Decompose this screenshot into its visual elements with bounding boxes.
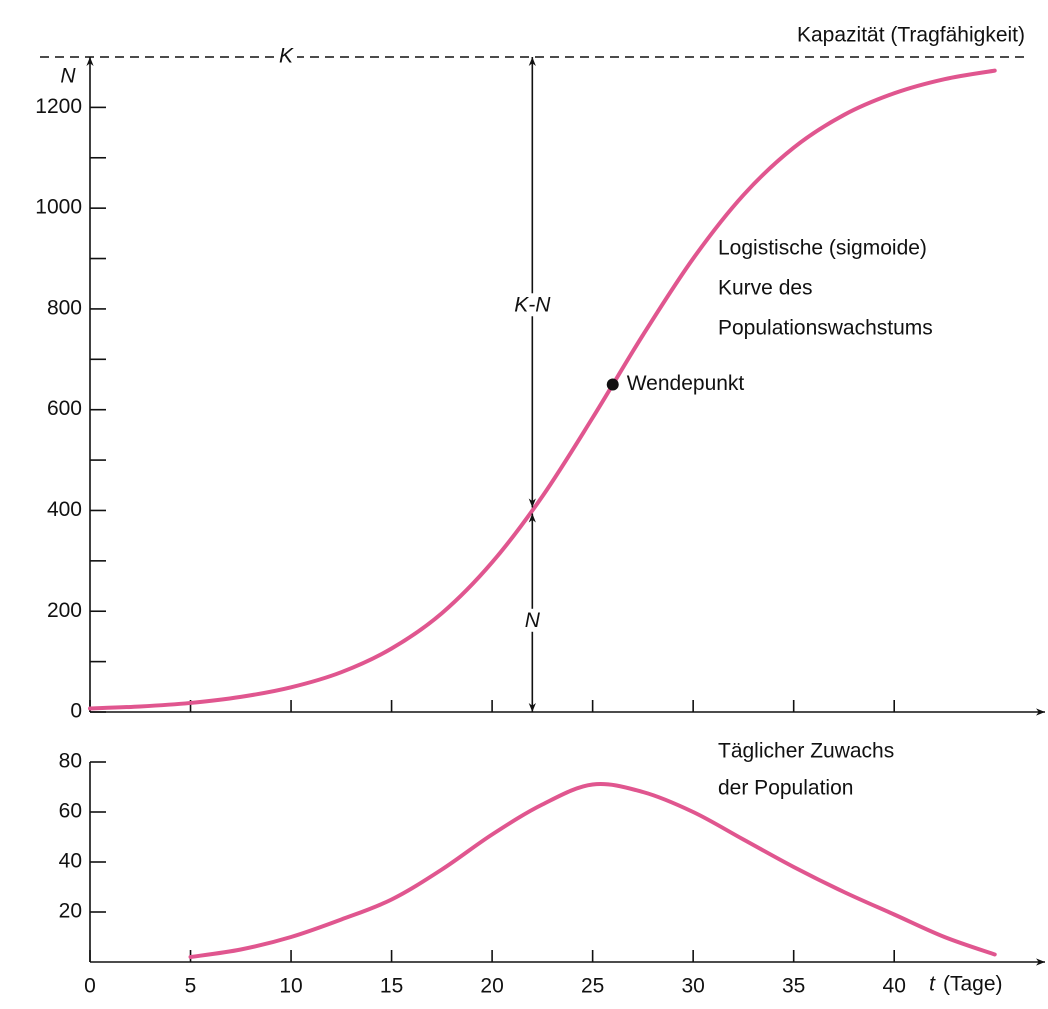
y-tick-label: 1200 (35, 95, 82, 118)
x-tick-label: 25 (581, 975, 604, 998)
y-axis-label: N (60, 65, 76, 88)
x-tick-label: 30 (681, 975, 704, 998)
x-tick-label: 15 (380, 975, 403, 998)
curve (188, 782, 997, 959)
y-tick-label: 1000 (35, 196, 82, 219)
x-tick-label: 10 (279, 975, 302, 998)
y-tick-label: 400 (47, 498, 82, 521)
x-tick-label: 20 (480, 975, 503, 998)
curve-label: der Population (718, 777, 853, 800)
y-tick-label: 0 (70, 700, 82, 723)
y-tick-label: 600 (47, 397, 82, 420)
y-tick-label: 800 (47, 296, 82, 319)
k-minus-n-label: K-N (514, 293, 551, 316)
curve-label: Täglicher Zuwachs (718, 740, 894, 763)
y-tick-label: 200 (47, 599, 82, 622)
curve (88, 68, 997, 711)
inflection-point (606, 378, 619, 391)
capacity-note: Kapazität (Tragfähigkeit) (797, 24, 1025, 47)
x-tick-label: 40 (883, 975, 906, 998)
x-axis-label: (Tage) (943, 973, 1003, 996)
curve-label: Logistische (sigmoide) (718, 237, 927, 260)
x-tick-label: 0 (84, 975, 96, 998)
label-background (511, 293, 555, 317)
x-tick-label: 5 (185, 975, 197, 998)
capacity-label: K (279, 45, 294, 68)
y-tick-label: 60 (59, 800, 82, 823)
curve-label: Kurve des (718, 277, 813, 300)
curve-label: Populationswachstums (718, 317, 933, 340)
label-background (275, 44, 297, 68)
y-tick-label: 40 (59, 850, 82, 873)
x-tick-label: 35 (782, 975, 805, 998)
inflection-label: Wendepunkt (627, 372, 745, 395)
y-tick-label: 20 (59, 900, 82, 923)
label-background (521, 608, 544, 632)
y-tick-label: 80 (59, 750, 82, 773)
x-axis-symbol: t (929, 973, 936, 996)
n-label: N (525, 609, 541, 632)
